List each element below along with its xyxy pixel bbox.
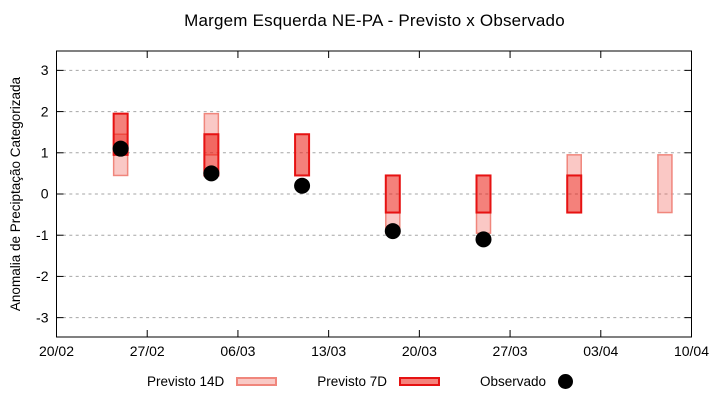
previsto-7d-bar: [475, 174, 492, 214]
x-tick-label: 13/03: [311, 343, 346, 359]
previsto-14d-bar: [566, 154, 582, 177]
y-tick-label: -2: [36, 268, 49, 284]
previsto-7d-bar: [294, 133, 311, 177]
legend-item-previsto-7d: Previsto 7D: [317, 374, 441, 389]
observado-dot: [112, 140, 129, 157]
x-tick-label: 20/03: [402, 343, 437, 359]
plot-frame: [56, 50, 692, 338]
y-tick-label: -1: [36, 227, 49, 243]
legend-label-observado: Observado: [480, 374, 547, 389]
y-tick-label: 3: [41, 62, 49, 78]
legend-label-previsto-14d: Previsto 14D: [146, 374, 225, 389]
legend-label-previsto-7d: Previsto 7D: [317, 374, 388, 389]
observado-dot: [384, 223, 401, 240]
previsto-7d-bar: [566, 174, 583, 214]
previsto-14d-bar: [475, 211, 492, 234]
x-tick-label: 27/03: [493, 343, 528, 359]
y-tick-label: -3: [36, 309, 49, 325]
observado-swatch: [558, 374, 574, 389]
x-tick-label: 27/02: [130, 343, 165, 359]
previsto-14d-swatch: [236, 377, 278, 386]
chart-title: Margem Esquerda NE-PA - Previsto x Obser…: [184, 11, 565, 30]
legend-item-previsto-14d: Previsto 14D: [146, 374, 278, 389]
observado-dot: [294, 177, 311, 194]
x-tick-label: 20/02: [39, 343, 74, 359]
previsto-7d-bar: [384, 174, 401, 214]
y-tick-label: 1: [41, 144, 49, 160]
previsto-14d-bar: [657, 154, 673, 214]
previsto-7d-swatch: [399, 377, 441, 386]
x-tick-label: 03/04: [583, 343, 618, 359]
legend: Previsto 14D Previsto 7D Observado: [0, 374, 720, 389]
legend-item-observado: Observado: [480, 374, 574, 389]
y-tick-label: 2: [41, 103, 49, 119]
observado-dot: [475, 231, 492, 248]
observado-dot: [203, 165, 220, 182]
y-tick-label: 0: [41, 186, 49, 202]
x-tick-label: 10/04: [674, 343, 709, 359]
x-tick-label: 06/03: [220, 343, 255, 359]
